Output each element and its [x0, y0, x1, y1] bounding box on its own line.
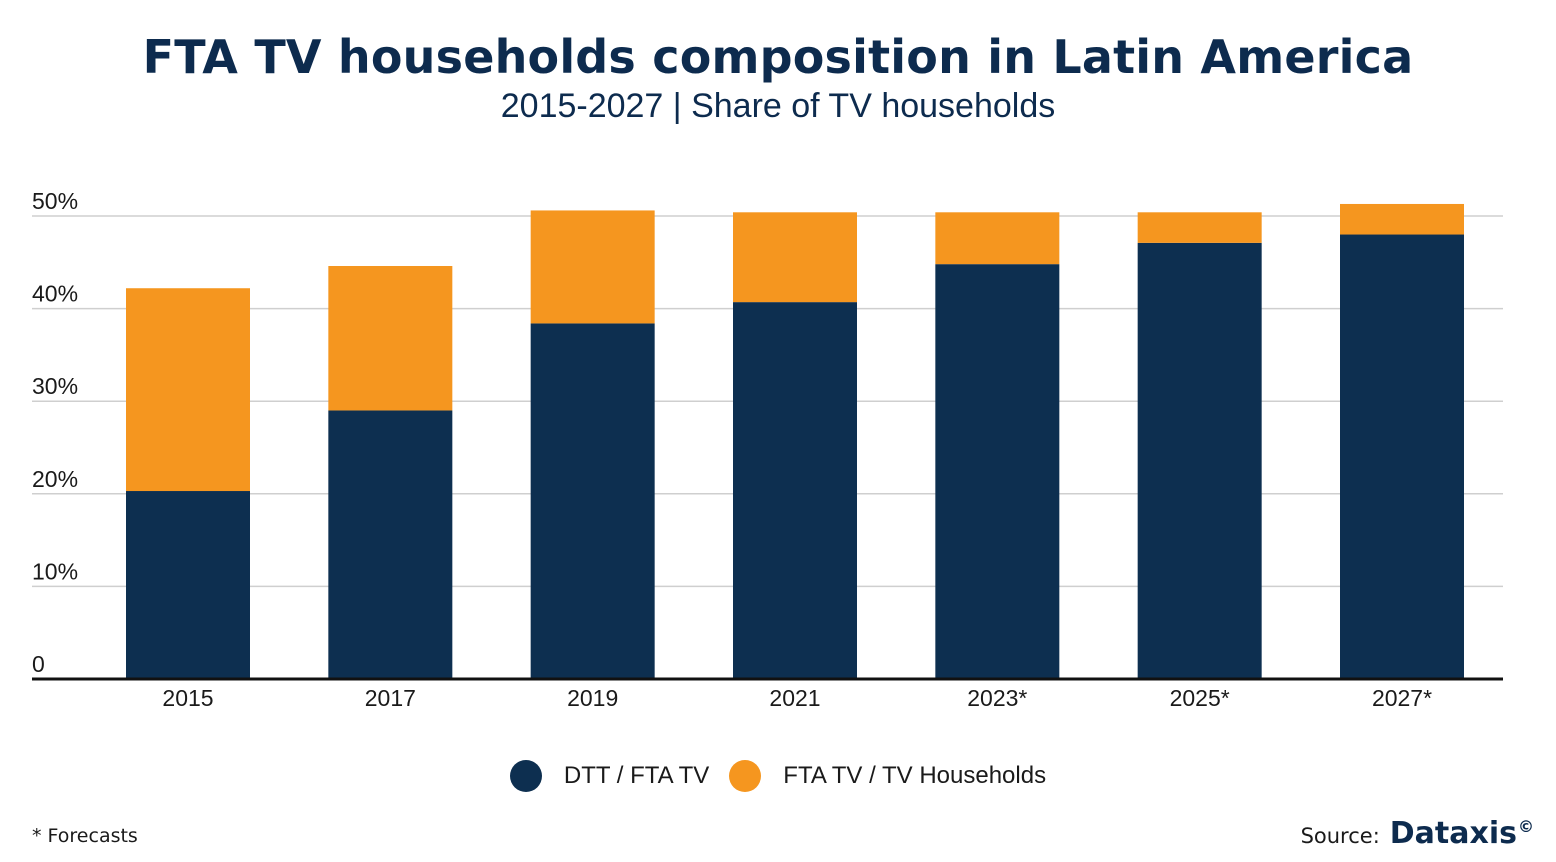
legend-label-dtt: DTT / FTA TV — [563, 762, 710, 789]
legend-label-fta: FTA TV / TV Households — [783, 762, 1047, 789]
x-tick-label: 2017 — [365, 685, 416, 711]
y-tick-label: 0 — [32, 651, 45, 677]
x-tick-label: 2027* — [1372, 685, 1432, 711]
bar-fta-2019 — [530, 210, 655, 324]
bars — [126, 203, 1464, 679]
legend-item-dtt: DTT / FTA TV — [509, 760, 710, 792]
bar-fta-2025 — [1137, 212, 1262, 243]
x-axis-ticks: 2015 2017 2019 2021 2023* 2025* 2027* — [162, 685, 1432, 711]
bar-fta-2015 — [126, 288, 250, 492]
source-credit: Source: Dataxis© — [1301, 816, 1534, 851]
bar-dtt-2023 — [935, 264, 1060, 679]
bar-fta-2021 — [733, 212, 857, 303]
x-tick-label: 2019 — [567, 685, 618, 711]
bar-dtt-2019 — [530, 323, 655, 679]
source-brand-logo: Dataxis© — [1390, 816, 1534, 851]
y-tick-label: 20% — [32, 466, 78, 492]
bar-fta-2017 — [328, 266, 453, 411]
legend-item-fta: FTA TV / TV Households — [729, 760, 1046, 792]
source-label: Source: — [1300, 824, 1380, 848]
bar-dtt-2017 — [328, 410, 453, 679]
y-tick-label: 50% — [32, 188, 78, 214]
y-tick-label: 10% — [32, 558, 78, 584]
bar-dtt-2027 — [1340, 234, 1464, 679]
bar-dtt-2015 — [126, 491, 250, 679]
x-tick-label: 2015 — [162, 685, 213, 711]
dtt-circle-icon — [509, 760, 542, 792]
chart-title: FTA TV households composition in Latin A… — [142, 30, 1414, 84]
bar-dtt-2025 — [1137, 242, 1262, 679]
forecast-footnote: * Forecasts — [32, 825, 138, 847]
chart-subtitle: 2015-2027 | Share of TV households — [500, 87, 1056, 125]
x-tick-label: 2021 — [769, 685, 820, 711]
bar-fta-2023 — [935, 212, 1060, 265]
x-tick-label: 2023* — [967, 685, 1027, 711]
source-brand-text: Dataxis — [1389, 816, 1517, 851]
legend: DTT / FTA TV FTA TV / TV Households — [0, 760, 1556, 792]
y-tick-label: 40% — [32, 281, 78, 307]
y-tick-label: 30% — [32, 373, 78, 399]
bar-dtt-2021 — [733, 302, 857, 679]
fta-circle-icon — [729, 760, 762, 792]
x-tick-label: 2025* — [1170, 685, 1230, 711]
copyright-mark: © — [1518, 817, 1534, 836]
stacked-bar-chart: 010%20%30%40%50% 2015 2017 2019 2021 2023* 20… — [32, 188, 1503, 711]
bar-fta-2027 — [1340, 203, 1464, 235]
y-axis-ticks: 0 10% 20% 30% 40% 50% — [32, 188, 78, 677]
